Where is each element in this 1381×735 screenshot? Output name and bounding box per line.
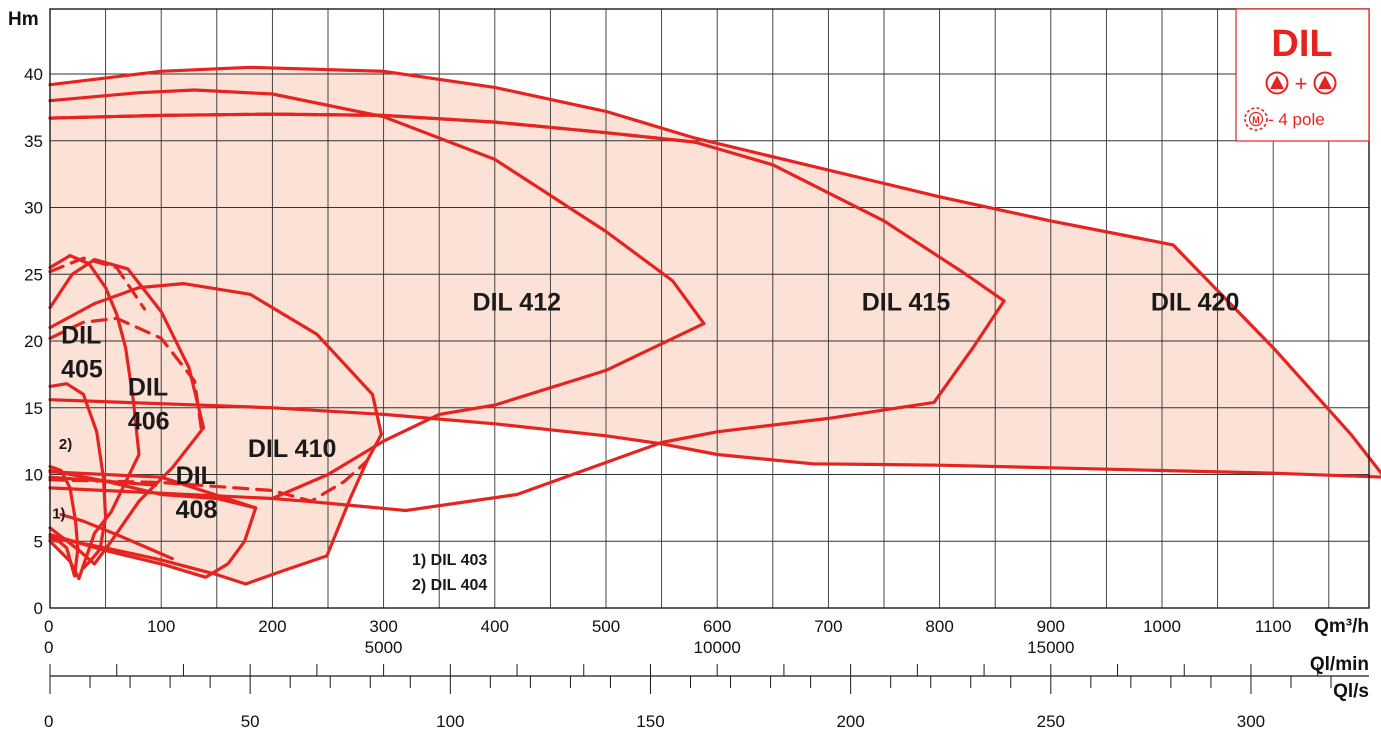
- curve-dil-420-min: [48, 398, 1381, 479]
- ql-s-tick-label: 300: [1237, 712, 1265, 731]
- ql-min-tick-label: 10000: [694, 638, 741, 657]
- ql-s-tick-label: 250: [1037, 712, 1065, 731]
- ql-min-axis-title: Ql/min: [1310, 654, 1369, 675]
- x-tick-label: 900: [1037, 617, 1065, 636]
- pump-label: DIL: [176, 462, 216, 490]
- y-tick-label: 20: [24, 332, 43, 351]
- ql-s-tick-label: 100: [436, 712, 464, 731]
- x-tick-label: 1100: [1255, 617, 1292, 636]
- y-axis-title: Hm: [8, 9, 39, 30]
- footnotes: 1) DIL 403 2) DIL 404: [412, 552, 487, 594]
- pump-label: DIL 415: [862, 288, 951, 316]
- x-tick-label: 100: [147, 617, 175, 636]
- curve-dil-420-edge: [1171, 243, 1381, 476]
- curve-dil-406: [48, 258, 206, 566]
- motor-icon: M: [1244, 107, 1268, 131]
- pump-label: 1): [52, 506, 65, 523]
- legend-plus: +: [1295, 71, 1308, 96]
- ql-min-tick-label: 15000: [1027, 638, 1074, 657]
- coverage-area-fill: [50, 67, 1381, 478]
- legend-box: DIL + M - 4 pole: [1235, 8, 1370, 142]
- footnote-1: 1) DIL 403: [412, 552, 487, 569]
- curve-dil-405: [48, 254, 141, 581]
- pump-label: 408: [176, 496, 218, 524]
- x-tick-label: 600: [703, 617, 731, 636]
- x-tick-label: 300: [369, 617, 397, 636]
- legend-motor-text: - 4 pole: [1268, 110, 1325, 129]
- x-tick-label: 200: [258, 617, 286, 636]
- pump-label: 406: [128, 408, 170, 436]
- ql-s-tick-label: 150: [636, 712, 664, 731]
- pump-label: DIL 412: [473, 288, 561, 316]
- curve-dil-404: [48, 382, 108, 570]
- y-tick-label: 35: [24, 132, 43, 151]
- y-tick-label: 10: [24, 466, 43, 485]
- svg-text:M: M: [1252, 115, 1260, 125]
- ql-min-tick-label: 0: [44, 638, 53, 657]
- ql-s-tick-label: 200: [836, 712, 864, 731]
- pump-label: DIL: [128, 374, 168, 402]
- legend-pump-symbols: +: [1265, 71, 1337, 96]
- y-tick-label: 0: [34, 599, 43, 618]
- ql-s-tick-label: 50: [241, 712, 260, 731]
- x-axis-title: Qm³/h: [1314, 616, 1369, 637]
- legend-title: DIL: [1271, 23, 1332, 65]
- pump-label: 2): [59, 436, 72, 453]
- curve-dil-408: [48, 468, 258, 579]
- pump-curves: [48, 65, 1381, 586]
- y-tick-label: 5: [34, 532, 43, 551]
- y-tick-label: 30: [24, 199, 43, 218]
- curve-dil-405: [48, 475, 158, 487]
- y-tick-label: 40: [24, 65, 43, 84]
- x-tick-label: 700: [814, 617, 842, 636]
- x-tick-label: 800: [925, 617, 953, 636]
- curve-dil-403: [59, 512, 174, 561]
- x-tick-label: 400: [481, 617, 509, 636]
- ql-s-axis-title: Ql/s: [1333, 681, 1369, 702]
- curve-dil-420-max: [48, 65, 1175, 247]
- pump-label: DIL: [61, 322, 101, 350]
- x-tick-label: 500: [592, 617, 620, 636]
- pump-label: 405: [61, 356, 103, 384]
- y-tick-label: 15: [24, 399, 43, 418]
- pump-label: DIL 420: [1151, 288, 1239, 316]
- x-tick-label: 1000: [1143, 617, 1181, 636]
- curve-dil-410-dashed: [48, 459, 369, 503]
- footnote-2: 2) DIL 404: [412, 577, 487, 594]
- curve-dil-408-dashed: [48, 316, 203, 430]
- pump-icon: [1270, 75, 1284, 89]
- plot-frame: [49, 8, 1370, 609]
- curve-dil-403: [48, 464, 80, 578]
- ql-s-tick-label: 0: [44, 712, 53, 731]
- curve-dil-412: [48, 88, 706, 501]
- x-tick-label: 0: [44, 617, 53, 636]
- pump-label: DIL 410: [248, 435, 336, 463]
- ql-min-tick-label: 5000: [365, 638, 403, 657]
- pump-icon: [1318, 75, 1332, 89]
- y-tick-label: 25: [24, 265, 43, 284]
- curve-dil-406-dashed: [48, 256, 147, 311]
